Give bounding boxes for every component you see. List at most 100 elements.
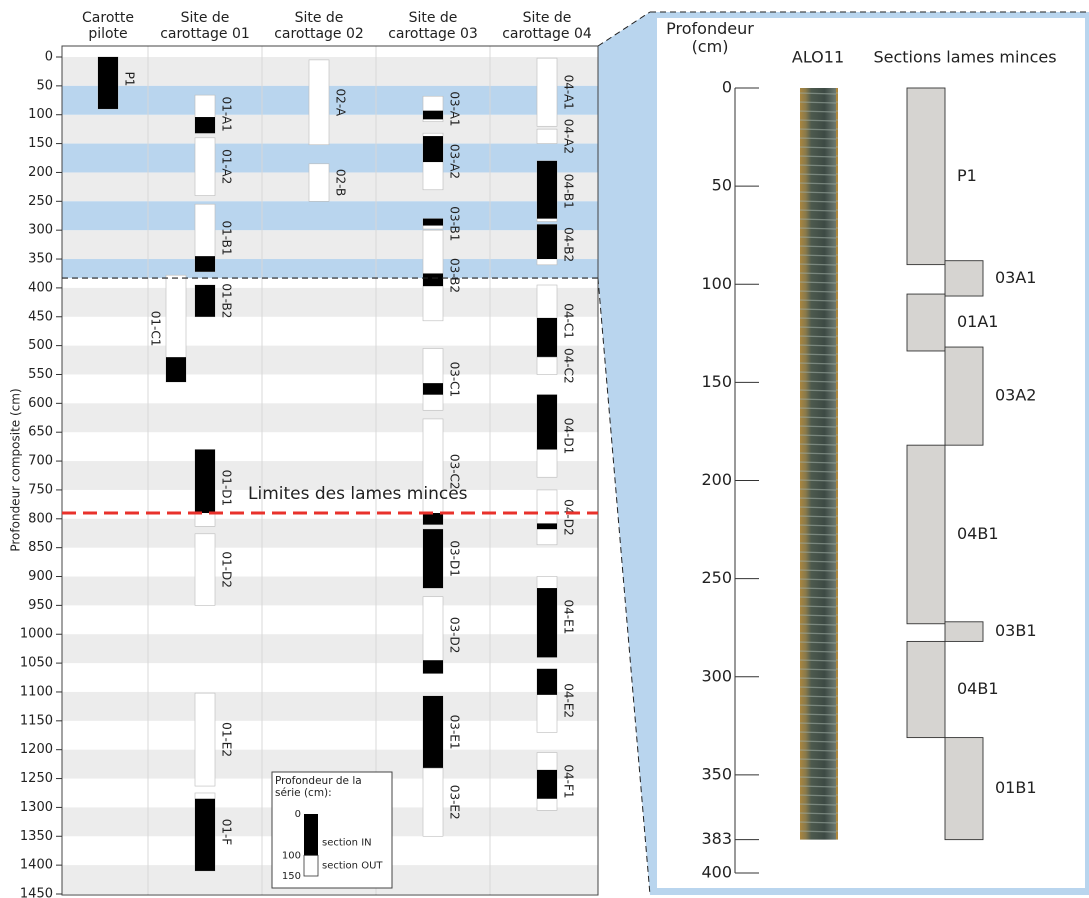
y-tick-label: 700 (28, 454, 53, 469)
thin-section-label: P1 (957, 166, 977, 185)
section-out (536, 57, 558, 127)
y-tick-label: 400 (701, 863, 732, 882)
section-label: 04-A2 (562, 119, 576, 154)
stripe (62, 634, 598, 664)
thin-section (944, 346, 984, 446)
stripe (62, 518, 598, 548)
section-out (536, 489, 558, 546)
y-tick-label: 1200 (20, 742, 53, 757)
y-tick-label: 383 (701, 829, 732, 848)
y-axis-label: Profondeur composite (cm) (9, 388, 23, 551)
y-tick-label: 200 (28, 165, 53, 180)
section-label: 01-C1 (149, 311, 163, 347)
section-in (537, 317, 557, 358)
legend-in (304, 814, 318, 856)
column-header: Carotte pilote (82, 10, 134, 43)
section-out (194, 533, 216, 606)
section-label: 01-A2 (220, 149, 234, 184)
section-label: 03-E1 (448, 715, 462, 750)
y-tick-label: 400 (28, 280, 53, 295)
section-label: 04-D2 (562, 499, 576, 535)
thin-section (906, 87, 946, 266)
y-tick-label: 350 (28, 252, 53, 267)
y-tick-label: 300 (701, 666, 732, 685)
section-label: 03-A1 (448, 91, 462, 126)
section-out (194, 137, 216, 196)
section-label: 04-C1 (562, 303, 576, 339)
zoom-inner (657, 18, 1085, 888)
section-label: 04-E2 (562, 683, 576, 718)
section-in (423, 696, 443, 769)
y-tick-label: 1450 (20, 887, 53, 898)
thin-section (944, 260, 984, 297)
section-in (537, 394, 557, 450)
section-label: 03-D1 (448, 540, 462, 576)
legend-tick-label: 150 (282, 871, 301, 882)
section-in (537, 588, 557, 658)
stripe (62, 345, 598, 375)
column-header: Site de carottage 04 (502, 10, 592, 43)
section-label: 03-B2 (448, 258, 462, 293)
stripe (62, 576, 598, 606)
stripe (62, 287, 598, 317)
column-header: Site de carottage 01 (160, 10, 250, 43)
y-tick-label: 550 (28, 367, 53, 382)
section-out (194, 692, 216, 787)
y-tick-label: 800 (28, 511, 53, 526)
legend-out-label: section OUT (322, 861, 383, 872)
zoom-edge (597, 11, 651, 47)
thin-section-label: 03A1 (995, 268, 1036, 287)
thin-section (906, 640, 946, 739)
section-label: 03-E2 (448, 785, 462, 820)
y-tick-label: 250 (28, 194, 53, 209)
thin-section-label: 03B1 (995, 621, 1037, 640)
y-tick-label: 200 (701, 470, 732, 489)
y-tick-label: 850 (28, 540, 53, 555)
section-label: 03-D2 (448, 617, 462, 653)
y-tick-label: 650 (28, 425, 53, 440)
section-in (423, 273, 443, 287)
thin-section-label: 04B1 (957, 524, 999, 543)
section-label: 01-A1 (220, 97, 234, 132)
stripe (62, 172, 598, 202)
section-in (423, 110, 443, 120)
y-tick-label: 50 (36, 78, 53, 93)
section-in (195, 285, 215, 317)
section-in (423, 136, 443, 163)
y-tick-label: 1400 (20, 858, 53, 873)
section-out (422, 767, 444, 837)
section-label: 04-A1 (562, 75, 576, 110)
y-tick-label: 1100 (20, 684, 53, 699)
section-label: 04-D1 (562, 418, 576, 454)
y-tick-label: 450 (28, 309, 53, 324)
y-tick-label: 1300 (20, 800, 53, 815)
highlight-band (62, 85, 598, 115)
y-tick-label: 1050 (20, 656, 53, 671)
legend-tick-label: 0 (295, 809, 301, 820)
y-tick-label: 0 (722, 78, 732, 97)
highlight-band (62, 143, 598, 173)
thin-section-label: 01B1 (995, 778, 1037, 797)
section-in (166, 357, 186, 382)
section-in (537, 769, 557, 799)
y-tick-label: 100 (701, 274, 732, 293)
thin-section (906, 293, 946, 352)
section-in (423, 529, 443, 589)
y-tick-label: 950 (28, 598, 53, 613)
frame (61, 45, 599, 896)
column-header: Site de carottage 02 (274, 10, 364, 43)
stripe (62, 114, 598, 144)
highlight-band (62, 201, 598, 231)
thin-section-label: 01A1 (957, 312, 998, 331)
y-tick-label: 750 (28, 482, 53, 497)
section-out (536, 356, 558, 375)
y-tick-label: 150 (701, 372, 732, 391)
section-out (536, 128, 558, 144)
section-in (423, 383, 443, 395)
y-tick-label: 300 (28, 223, 53, 238)
section-label: P1 (123, 72, 137, 87)
y-tick-label: 900 (28, 569, 53, 584)
section-label: 01-E2 (220, 722, 234, 757)
section-label: 04-F1 (562, 764, 576, 798)
